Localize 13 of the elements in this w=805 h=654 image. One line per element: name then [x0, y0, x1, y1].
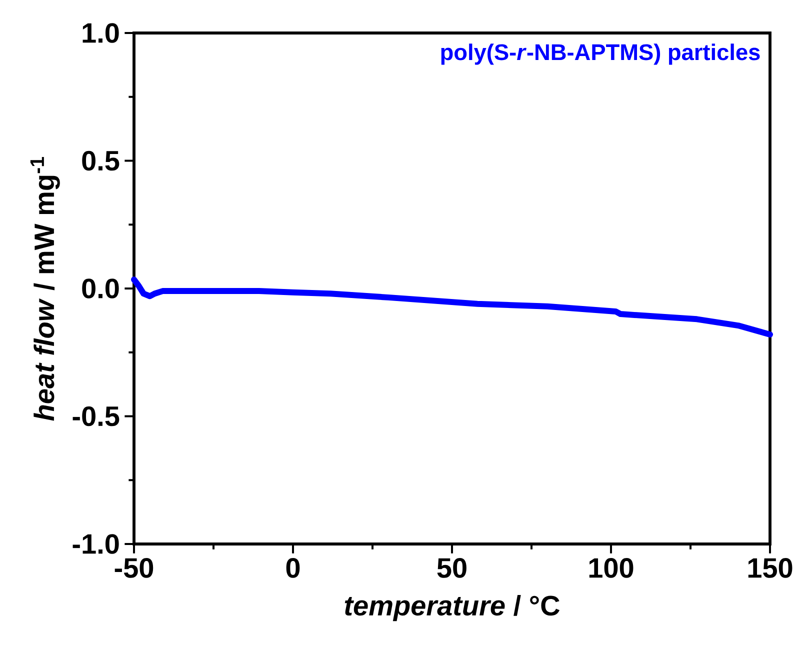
x-tick-label: 150: [748, 558, 792, 578]
y-axis-title: heat flow / mW mg$^{-1}$: [30, 157, 60, 421]
y-tick-label: 1.0: [82, 23, 119, 43]
x-tick-label: -50: [114, 558, 154, 578]
y-tick-label: 0.0: [82, 278, 119, 298]
y-tick-label: -1.0: [72, 534, 119, 554]
x-tick-label: 100: [589, 558, 634, 578]
x-axis-title: temperature / °C: [344, 595, 560, 622]
x-tick-label: 50: [437, 558, 466, 578]
text: poly(S-r-NB-APTMS) particles: [441, 44, 760, 65]
y-tick-label: -0.5: [72, 406, 120, 426]
y-tick-label: 0.5: [82, 150, 120, 171]
x-tick-label: 0: [286, 558, 300, 578]
